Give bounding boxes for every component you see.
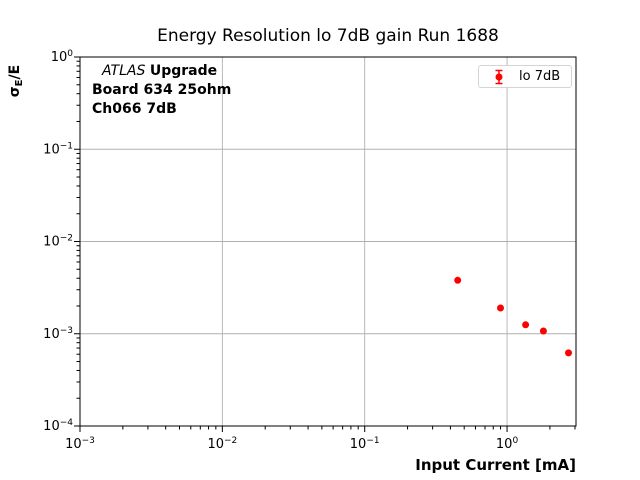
y-tick-label: 10−3 (43, 326, 73, 342)
x-axis-label: Input Current [mA] (415, 456, 576, 474)
legend-box: lo 7dB (478, 65, 572, 88)
x-tick-label: 10−2 (207, 436, 237, 452)
data-point (565, 349, 572, 357)
y-tick-label: 10−4 (43, 418, 73, 434)
data-point (497, 304, 504, 312)
atlas-label: ATLAS (102, 63, 146, 79)
annotation-line-2: Board 634 25ohm (92, 82, 232, 98)
chart-title: Energy Resolution lo 7dB gain Run 1688 (157, 26, 499, 46)
annotation-line-1: ATLAS Upgrade (102, 63, 218, 79)
x-tick-label: 10−3 (65, 436, 95, 452)
tick-labels: 10−3 10−2 10−1 100 100 10−1 10−2 10−3 10−4 (43, 49, 518, 452)
x-tick-label: 10−1 (350, 436, 380, 452)
annotation-block: ATLAS Upgrade Board 634 25ohm Ch066 7dB (92, 62, 231, 119)
x-tick-label: 100 (496, 436, 519, 452)
y-tick-label: 10−1 (43, 141, 73, 157)
y-tick-label: 100 (51, 49, 74, 65)
legend-label: lo 7dB (519, 69, 561, 84)
axis-ticks (74, 56, 576, 432)
annotation-line-3: Ch066 7dB (92, 101, 177, 117)
data-point (454, 276, 462, 284)
data-point (522, 321, 530, 329)
legend-errorbar-icon (495, 69, 503, 84)
series-lo-7dB (454, 276, 572, 357)
y-tick-label: 10−2 (43, 234, 73, 250)
data-point (539, 327, 547, 335)
